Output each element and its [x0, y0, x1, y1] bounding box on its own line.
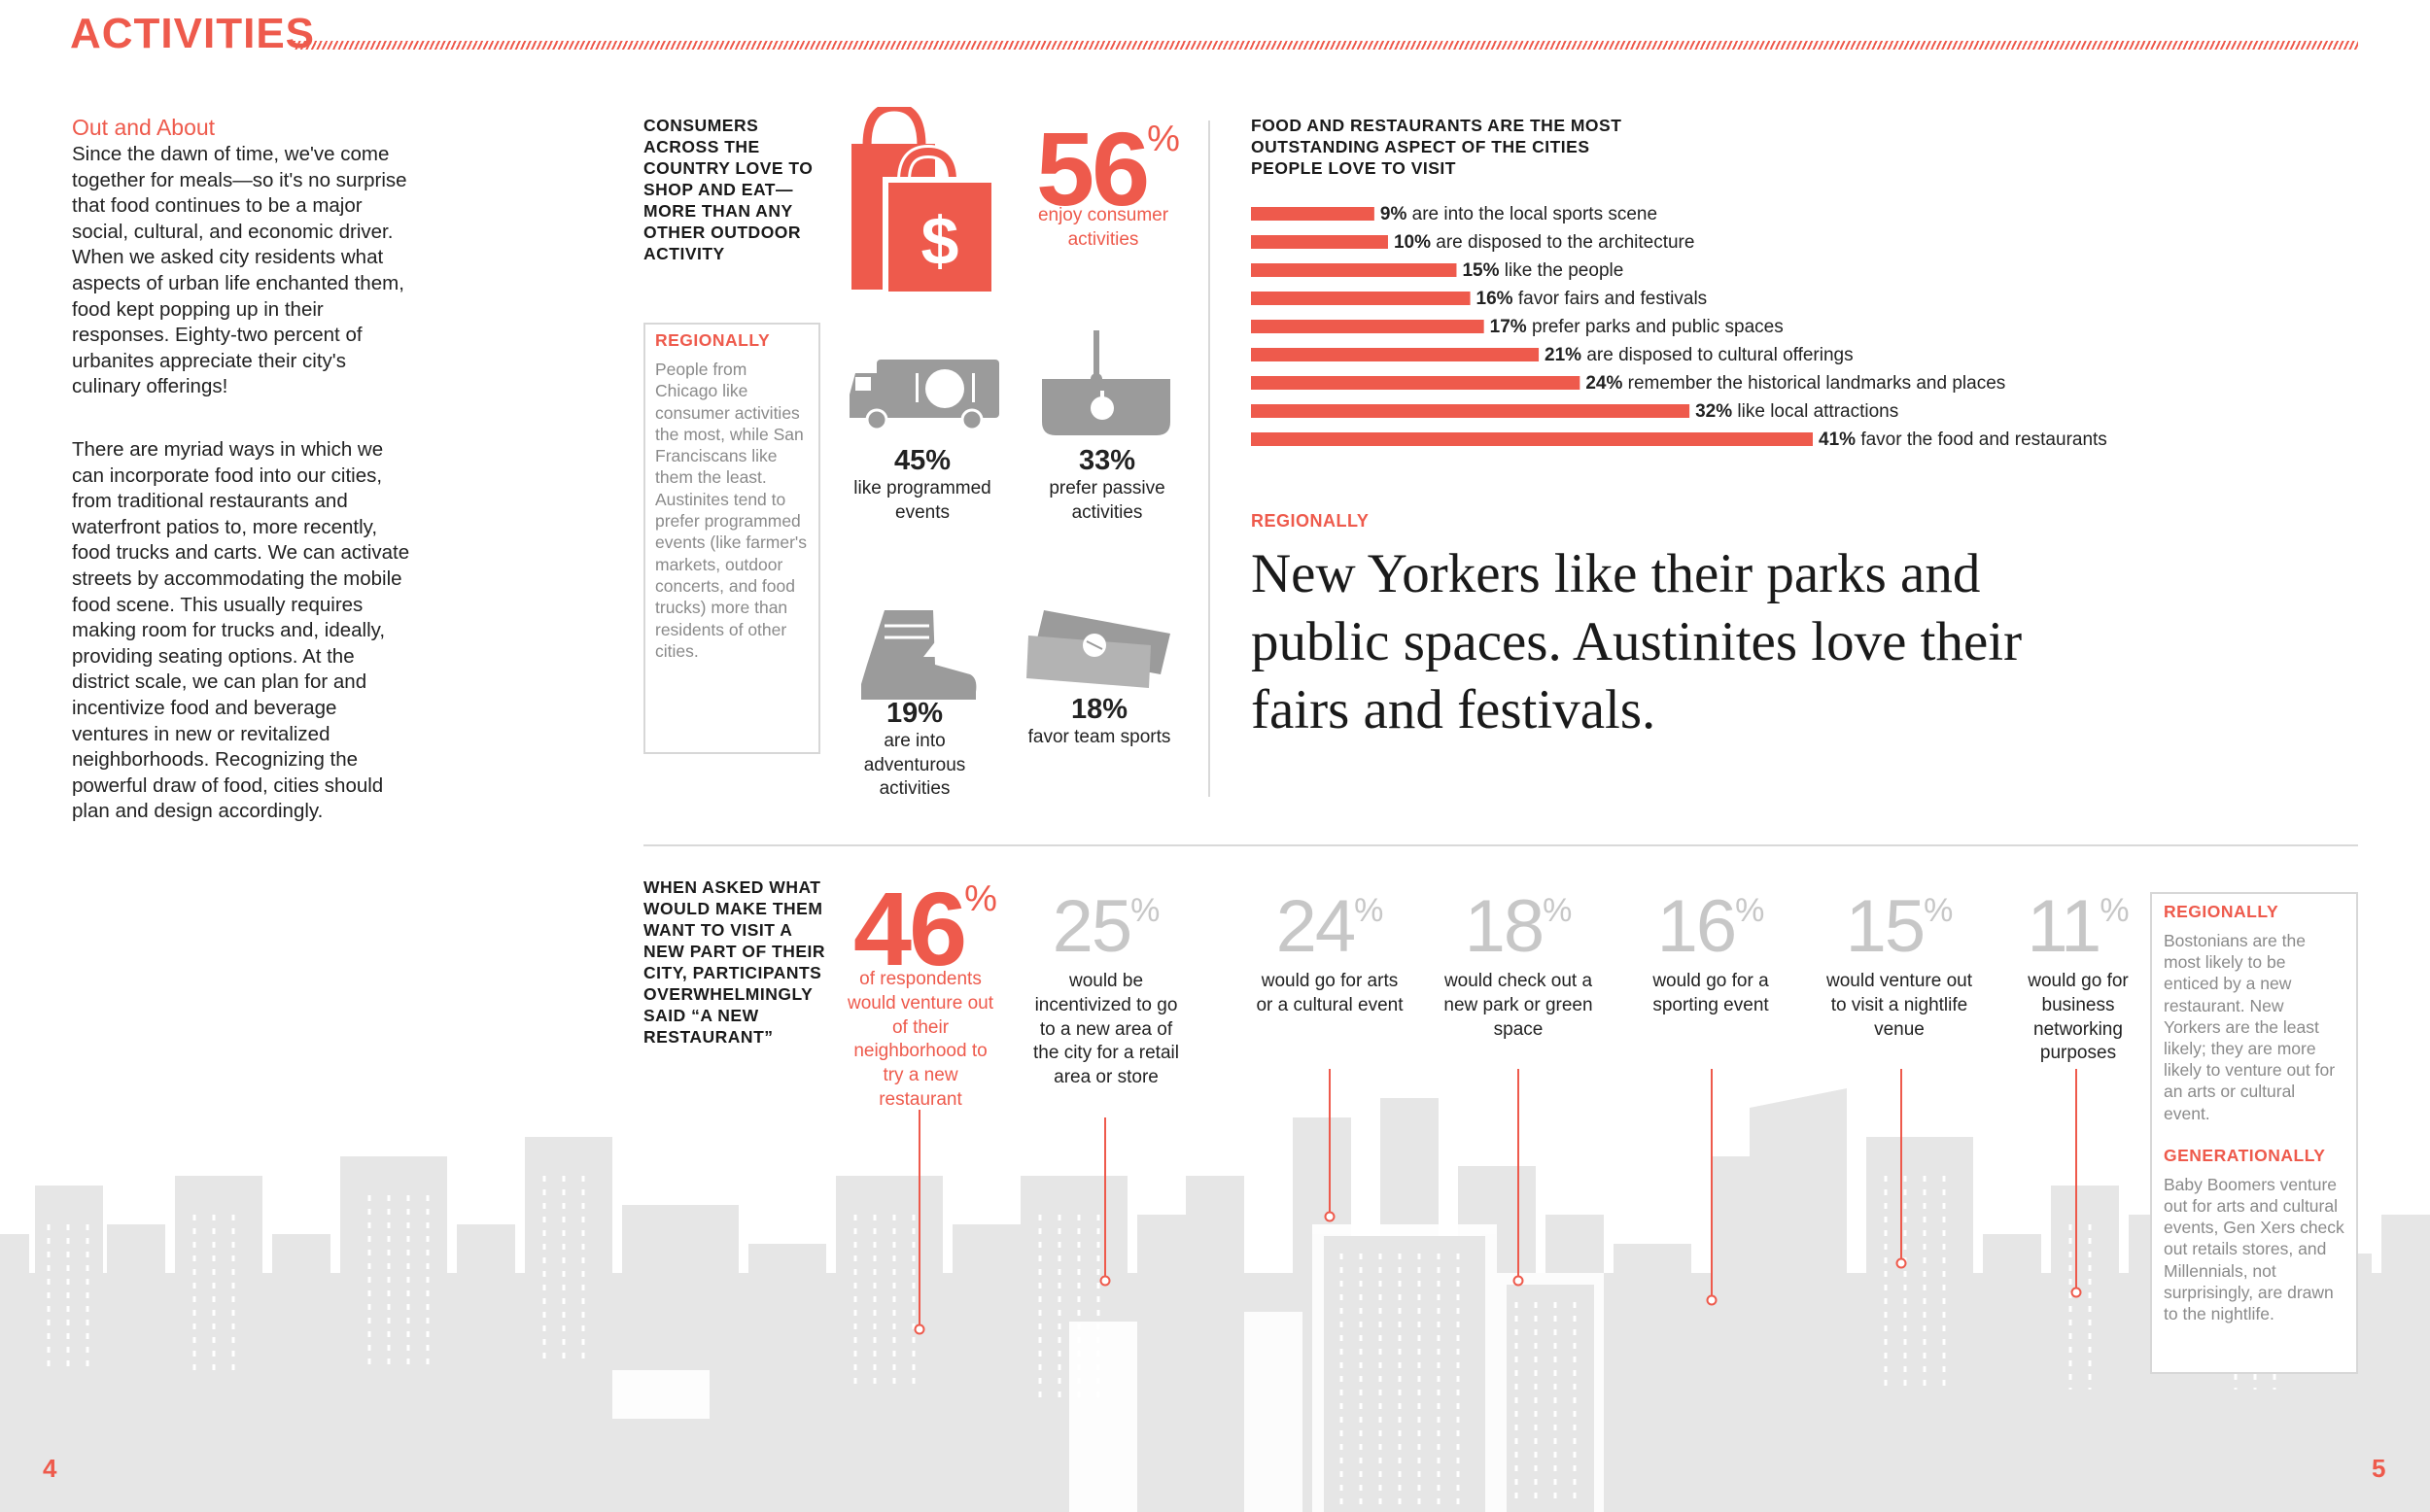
picnic-basket-icon	[1042, 330, 1170, 435]
stat-programmed-events: 45% like programmed events	[840, 445, 1005, 525]
stat-value: 45%	[893, 445, 952, 476]
bar-label-0: 9% are into the local sports scene	[1380, 204, 1657, 224]
stat-team-sports: 18% favor team sports	[1017, 694, 1182, 750]
title-hatched-rule	[294, 41, 2358, 50]
regionally-label: REGIONALLY	[1251, 511, 1370, 531]
stat-value: 18%	[1070, 694, 1128, 725]
destination-caption: would venture out to visit a nightlife v…	[1826, 971, 1972, 1040]
bar-label-1: 10% are disposed to the architecture	[1394, 232, 1694, 253]
regional-box-text: People from Chicago like consumer activi…	[655, 360, 808, 661]
restaurant-percent-caption: of respondents would venture out of thei…	[848, 969, 993, 1110]
bar-8	[1251, 432, 1813, 446]
bar-label-2: 15% like the people	[1462, 260, 1623, 281]
bar-5	[1251, 348, 1540, 361]
chart-title: FOOD AND RESTAURANTS ARE THE MOST OUTSTA…	[1251, 116, 1622, 178]
bar-label-3: 16% favor fairs and festivals	[1476, 289, 1708, 309]
stat-caption: like programmed events	[853, 478, 991, 523]
destination-percent: 11%	[2027, 885, 2130, 968]
generational-heading: GENERATIONALLY	[2164, 1145, 2326, 1165]
page-number-right: 5	[2372, 1454, 2386, 1483]
regional-generational-box: REGIONALLY Bostonians are the most likel…	[2150, 892, 2358, 1374]
bar-chart: 9% are into the local sports scene 10% ar…	[1251, 204, 2107, 450]
restaurant-percent: 46%	[853, 870, 997, 987]
destination-caption: would go for business networking purpose…	[2028, 971, 2129, 1064]
shop-percent-caption: enjoy consumer activities	[1037, 205, 1169, 250]
bar-4	[1251, 320, 1484, 333]
stat-caption: are into adventurous activities	[863, 731, 966, 799]
regional-box: REGIONALLY People from Chicago like cons…	[643, 323, 820, 754]
intro-heading: Out and About	[72, 115, 216, 140]
city-skyline-illustration	[0, 1088, 2430, 1512]
destination-percent: 25%	[1052, 885, 1161, 968]
shop-callout: CONSUMERS ACROSS THE COUNTRY LOVE TO SHO…	[643, 116, 814, 263]
regional-box-text: Bostonians are the most likely to be ent…	[2164, 931, 2336, 1123]
page-title: ACTIVITIES	[70, 10, 316, 57]
destination-nightlife: 15% would venture out to visit a nightli…	[1822, 890, 1977, 1042]
destination-percent: 16%	[1656, 885, 1765, 968]
bar-label-5: 21% are disposed to cultural offerings	[1545, 345, 1854, 365]
bar-6	[1251, 376, 1580, 390]
stat-value: 33%	[1078, 445, 1136, 476]
destination-percent: 24%	[1275, 885, 1384, 968]
destination-park: 18% would check out a new park or green …	[1441, 890, 1596, 1042]
regional-box-heading: REGIONALLY	[655, 330, 771, 350]
hiking-boot-icon	[861, 610, 977, 700]
section-divider	[643, 844, 2358, 846]
intro-paragraph-2: There are myriad ways in which we can in…	[72, 438, 410, 823]
page-number-left: 4	[43, 1454, 57, 1483]
stat-value: 19%	[885, 698, 944, 729]
ask-callout: WHEN ASKED WHAT WOULD MAKE THEM WANT TO …	[643, 877, 826, 1047]
bar-3	[1251, 292, 1471, 305]
regional-box-heading: REGIONALLY	[2164, 902, 2279, 921]
destination-caption: would be incentivized to go to a new are…	[1033, 971, 1179, 1088]
destination-caption: would go for a sporting event	[1652, 971, 1769, 1015]
shopping-bags-icon: $	[851, 107, 997, 297]
bar-label-7: 32% like local attractions	[1695, 401, 1898, 422]
svg-text:$: $	[921, 203, 959, 279]
destination-percent: 15%	[1845, 885, 1954, 968]
column-divider	[1208, 120, 1210, 797]
bar-2	[1251, 263, 1457, 277]
destination-percent: 18%	[1464, 885, 1573, 968]
bar-label-8: 41% favor the food and restaurants	[1819, 430, 2107, 450]
shop-percent: 56%	[1036, 110, 1180, 227]
bar-label-4: 17% prefer parks and public spaces	[1490, 317, 1784, 337]
bar-label-6: 24% remember the historical landmarks an…	[1585, 373, 2005, 394]
food-truck-icon	[850, 360, 999, 431]
ticket-icon	[1026, 610, 1170, 688]
stat-caption: prefer passive activities	[1049, 478, 1165, 523]
bar-7	[1251, 404, 1690, 418]
destination-business: 11% would go for business networking pur…	[2000, 890, 2156, 1066]
pull-quote: New Yorkers like their parks and public …	[1251, 543, 2023, 740]
generational-text: Baby Boomers venture out for arts and cu…	[2164, 1174, 2344, 1324]
stat-caption: favor team sports	[1027, 727, 1171, 747]
destination-retail: 25% would be incentivized to go to a new…	[1028, 890, 1184, 1090]
destination-sporting: 16% would go for a sporting event	[1633, 890, 1788, 1018]
intro-paragraph-1: Since the dawn of time, we've come toget…	[72, 143, 407, 398]
destination-caption: would go for arts or a cultural event	[1256, 971, 1404, 1015]
destination-caption: would check out a new park or green spac…	[1443, 971, 1593, 1040]
stat-passive-activities: 33% prefer passive activities	[1024, 445, 1190, 525]
bar-0	[1251, 207, 1374, 221]
stat-adventurous-activities: 19% are into adventurous activities	[832, 698, 997, 802]
destination-arts: 24% would go for arts or a cultural even…	[1252, 890, 1407, 1018]
bar-1	[1251, 235, 1388, 249]
